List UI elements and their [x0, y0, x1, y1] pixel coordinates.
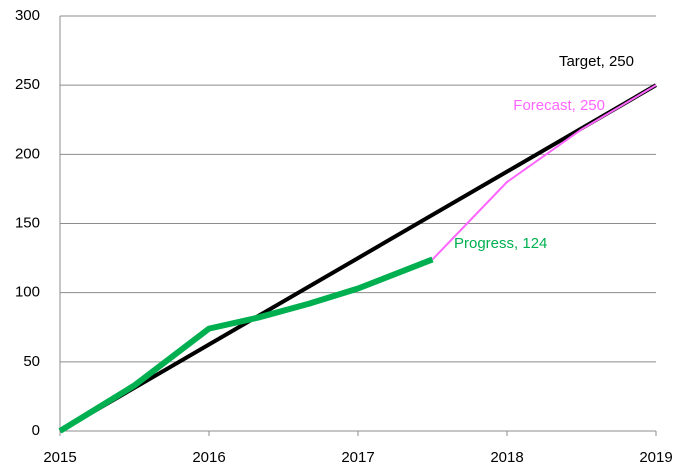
- y-tick-label: 100: [15, 284, 40, 301]
- y-tick-label: 0: [32, 422, 40, 439]
- series-label: Target, 250: [559, 53, 634, 70]
- y-tick-label: 150: [15, 214, 40, 231]
- series-label: Progress, 124: [454, 235, 547, 252]
- x-tick-label: 2016: [192, 449, 225, 466]
- y-tick-label: 250: [15, 76, 40, 93]
- y-tick-label: 200: [15, 145, 40, 162]
- y-tick-label: 50: [23, 353, 40, 370]
- series-line: [58, 256, 434, 434]
- x-tick-label: 2018: [490, 449, 523, 466]
- y-tick-label: 300: [15, 7, 40, 24]
- x-tick-label: 2015: [43, 449, 76, 466]
- x-tick-label: 2019: [639, 449, 672, 466]
- series-line: [58, 83, 658, 433]
- x-tick-label: 2017: [341, 449, 374, 466]
- series-label: Forecast, 250: [513, 97, 605, 114]
- series-line: [431, 84, 657, 261]
